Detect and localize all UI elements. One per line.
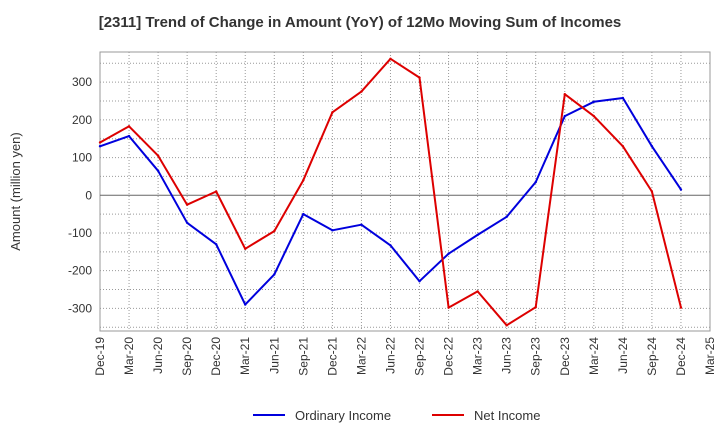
y-tick-label: 100 bbox=[72, 151, 92, 165]
data-point bbox=[156, 169, 160, 172]
data-point bbox=[447, 306, 450, 309]
x-tick-label: Mar-20 bbox=[122, 337, 136, 375]
x-tick-label: Dec-23 bbox=[558, 337, 572, 376]
data-point bbox=[244, 303, 247, 306]
x-tick-label: Sep-20 bbox=[180, 337, 194, 376]
data-point bbox=[214, 243, 218, 246]
x-tick-label: Jun-21 bbox=[267, 337, 281, 374]
data-point bbox=[273, 229, 276, 233]
y-tick-label: 0 bbox=[85, 188, 92, 202]
x-tick-label: Dec-20 bbox=[209, 337, 223, 376]
data-point bbox=[650, 190, 654, 193]
y-tick-label: -300 bbox=[68, 301, 92, 315]
data-point bbox=[476, 290, 479, 293]
x-tick-label: Dec-19 bbox=[93, 337, 107, 376]
data-point bbox=[679, 188, 683, 191]
data-point bbox=[389, 244, 392, 247]
data-point bbox=[302, 212, 305, 216]
data-point bbox=[621, 145, 625, 148]
data-point bbox=[418, 280, 421, 283]
x-tick-label: Jun-24 bbox=[616, 337, 630, 374]
data-point bbox=[563, 93, 566, 96]
x-tick-label: Mar-25 bbox=[703, 337, 717, 375]
x-tick-label: Sep-22 bbox=[413, 337, 427, 376]
data-point bbox=[534, 180, 537, 184]
data-point bbox=[505, 324, 508, 327]
data-point bbox=[156, 154, 160, 157]
data-point bbox=[273, 273, 276, 276]
y-tick-label: -100 bbox=[68, 226, 92, 240]
data-point bbox=[534, 306, 537, 309]
data-point bbox=[302, 178, 305, 182]
data-point bbox=[476, 233, 479, 237]
data-point bbox=[360, 90, 363, 93]
data-point bbox=[447, 252, 450, 255]
data-point bbox=[185, 221, 189, 224]
x-tick-label: Dec-22 bbox=[442, 337, 456, 376]
x-tick-label: Jun-23 bbox=[500, 337, 514, 374]
data-point bbox=[505, 215, 508, 218]
x-tick-label: Dec-21 bbox=[325, 337, 339, 376]
data-point bbox=[563, 114, 566, 118]
data-point bbox=[592, 100, 596, 103]
data-point bbox=[360, 223, 363, 226]
data-point bbox=[214, 190, 218, 193]
x-tick-label: Mar-23 bbox=[471, 337, 485, 375]
y-axis-label: Amount (million yen) bbox=[8, 132, 23, 251]
data-point bbox=[331, 229, 334, 232]
data-point bbox=[185, 203, 189, 206]
data-point bbox=[331, 111, 334, 114]
y-tick-label: 300 bbox=[72, 75, 92, 89]
data-point bbox=[127, 134, 131, 138]
x-tick-label: Mar-21 bbox=[238, 337, 252, 375]
data-point bbox=[389, 57, 392, 60]
x-tick-label: Mar-24 bbox=[587, 337, 601, 375]
x-tick-label: Jun-20 bbox=[151, 337, 165, 374]
data-point bbox=[621, 96, 625, 100]
x-tick-label: Sep-23 bbox=[529, 337, 543, 376]
y-tick-label: 200 bbox=[72, 113, 92, 127]
x-tick-label: Sep-21 bbox=[296, 337, 310, 376]
x-tick-label: Dec-24 bbox=[674, 337, 688, 376]
x-tick-label: Jun-22 bbox=[383, 337, 397, 374]
x-tick-label: Mar-22 bbox=[354, 337, 368, 375]
data-point bbox=[418, 76, 421, 79]
data-point bbox=[127, 125, 131, 128]
y-tick-label: -200 bbox=[68, 264, 92, 278]
plot-area bbox=[99, 51, 711, 332]
data-point bbox=[98, 141, 102, 144]
data-point bbox=[244, 247, 247, 251]
chart-title: [2311] Trend of Change in Amount (YoY) o… bbox=[98, 14, 622, 31]
data-point bbox=[98, 145, 102, 148]
data-point bbox=[650, 145, 654, 148]
legend-label: Ordinary Income bbox=[295, 408, 391, 423]
data-point bbox=[592, 114, 596, 118]
legend-label: Net Income bbox=[474, 408, 540, 423]
x-tick-label: Sep-24 bbox=[645, 337, 659, 376]
data-point bbox=[679, 306, 683, 309]
